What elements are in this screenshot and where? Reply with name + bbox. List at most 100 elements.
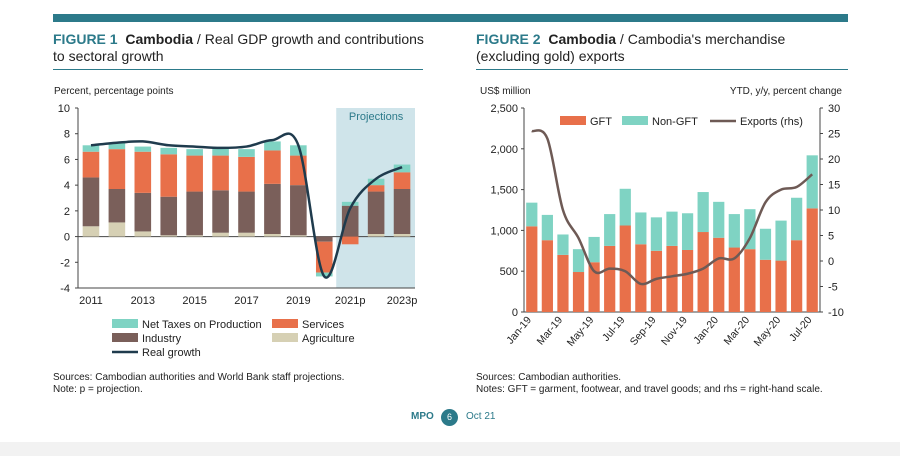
bar-industry-2014 bbox=[160, 196, 178, 236]
page-footer: MPO 6 Oct 21 bbox=[0, 409, 900, 426]
y-tick-label: 6 bbox=[64, 154, 70, 166]
y-tick-label: 2,000 bbox=[490, 144, 518, 156]
bar-net-taxes-on-production-2021p bbox=[341, 201, 359, 206]
bar-agriculture-2013 bbox=[134, 231, 152, 237]
figure-1-rule bbox=[53, 69, 423, 70]
y-tick-right-label: 15 bbox=[828, 180, 840, 192]
bar-non-gft-Apr-19 bbox=[572, 249, 585, 273]
bar-gft-May-20 bbox=[775, 260, 787, 312]
x-tick-label: 2017 bbox=[234, 295, 258, 307]
bar-industry-2021p bbox=[341, 205, 359, 237]
bar-services-2018 bbox=[264, 150, 281, 184]
x-tick-label: Mar-19 bbox=[535, 314, 566, 347]
x-tick-label: Jul-20 bbox=[787, 314, 815, 344]
bar-gft-Jun-20 bbox=[791, 240, 803, 312]
figure-1-chart: Projections Percent, percentage points -4 -… bbox=[54, 86, 417, 359]
bar-gft-Jun-19 bbox=[604, 245, 616, 312]
x-tick-label: Jul-19 bbox=[600, 314, 628, 344]
bar-net-taxes-on-production-2019 bbox=[290, 145, 307, 156]
bar-net-taxes-on-production-2015 bbox=[186, 149, 203, 156]
y-tick-right-label: -5 bbox=[828, 282, 838, 294]
bar-agriculture-2016 bbox=[212, 232, 229, 237]
figure-1-source: Sources: Cambodian authorities and World… bbox=[53, 372, 345, 383]
y-tick-label: 2 bbox=[64, 206, 70, 218]
bar-non-gft-Feb-20 bbox=[728, 214, 740, 248]
top-accent-bar-right bbox=[423, 14, 848, 22]
figure-2-source: Sources: Cambodian authorities. bbox=[476, 372, 622, 383]
legend-label-non-gft: Non-GFT bbox=[652, 116, 698, 128]
bar-gft-Jan-19 bbox=[526, 226, 538, 312]
figure-2-title: FIGURE 2 Cambodia / Cambodia's merchandi… bbox=[476, 31, 848, 65]
x-tick-label: Sep-19 bbox=[628, 314, 659, 348]
x-tick-label: Mar-20 bbox=[722, 314, 753, 347]
x-tick-label: Jan-19 bbox=[504, 314, 534, 346]
page-number-badge: 6 bbox=[441, 409, 458, 426]
legend-label-real-growth: Real growth bbox=[142, 347, 201, 359]
bar-gft-May-19 bbox=[588, 262, 600, 312]
bar-non-gft-Apr-20 bbox=[759, 228, 772, 260]
y-axis-right-label: YTD, y/y, percent change bbox=[730, 86, 843, 97]
x-tick-label: 2015 bbox=[182, 295, 206, 307]
y-axis-label: US$ million bbox=[480, 86, 531, 97]
bar-net-taxes-on-production-2011 bbox=[82, 145, 100, 152]
figure-1-country: Cambodia bbox=[125, 31, 194, 47]
figure-2-number: FIGURE 2 bbox=[476, 31, 541, 47]
projection-label: Projections bbox=[349, 111, 404, 123]
x-tick-label: Jan-20 bbox=[691, 314, 721, 346]
bar-non-gft-Dec-19 bbox=[697, 192, 709, 233]
bar-net-taxes-on-production-2016 bbox=[212, 147, 229, 156]
legend-label-services: Services bbox=[302, 319, 345, 331]
bar-industry-2013 bbox=[134, 192, 152, 232]
x-tick-label: May-19 bbox=[565, 314, 597, 349]
legend-swatch-services bbox=[272, 319, 298, 328]
y-tick-label: -4 bbox=[60, 283, 70, 295]
figure-2-country: Cambodia bbox=[548, 31, 617, 47]
bar-gft-Nov-19 bbox=[681, 249, 694, 312]
x-tick-label: 2019 bbox=[286, 295, 310, 307]
bar-net-taxes-on-production-2013 bbox=[134, 146, 152, 152]
bar-industry-2016 bbox=[212, 190, 229, 233]
bar-gft-Jul-20 bbox=[806, 208, 818, 312]
bar-industry-2017 bbox=[238, 191, 255, 233]
figure-2-note: Notes: GFT = garment, footwear, and trav… bbox=[476, 384, 823, 395]
y-tick-label: 4 bbox=[64, 180, 70, 192]
exports-line bbox=[531, 129, 814, 286]
bar-gft-Dec-19 bbox=[697, 232, 709, 312]
bar-gft-Aug-19 bbox=[635, 244, 647, 312]
x-tick-label: 2011 bbox=[79, 295, 103, 307]
bar-non-gft-Jun-19 bbox=[604, 214, 616, 246]
bar-non-gft-Oct-19 bbox=[666, 211, 678, 246]
bar-industry-2019 bbox=[290, 185, 307, 236]
bar-net-taxes-on-production-2014 bbox=[160, 147, 178, 155]
bar-agriculture-2012 bbox=[108, 222, 126, 237]
bar-services-2021p bbox=[341, 236, 359, 245]
bar-services-2017 bbox=[238, 156, 255, 192]
y-tick-label: 1,500 bbox=[490, 185, 518, 197]
bar-non-gft-May-20 bbox=[775, 220, 787, 261]
x-tick-label: 2013 bbox=[131, 295, 155, 307]
bar-agriculture-2017 bbox=[238, 232, 255, 237]
bar-gft-Feb-19 bbox=[541, 240, 553, 312]
bar-services-2022p bbox=[367, 185, 385, 192]
bar-agriculture-2011 bbox=[82, 226, 100, 237]
bar-industry-2022p bbox=[367, 191, 385, 234]
bar-gft-Apr-19 bbox=[572, 272, 585, 312]
bar-agriculture-2015 bbox=[186, 235, 203, 237]
bar-gft-Jan-20 bbox=[713, 237, 725, 312]
bar-services-2016 bbox=[212, 155, 229, 191]
y-tick-right-label: 5 bbox=[828, 231, 834, 243]
bar-services-2012 bbox=[108, 149, 126, 189]
bar-gft-Oct-19 bbox=[666, 245, 678, 312]
y-tick-label: 8 bbox=[64, 129, 70, 141]
bar-non-gft-Jul-20 bbox=[806, 155, 818, 209]
bar-agriculture-2023p bbox=[393, 234, 411, 237]
figure-2-title-text: / Cambodia's merchandise (excluding gold… bbox=[476, 31, 786, 64]
bar-agriculture-2018 bbox=[264, 234, 281, 237]
bar-non-gft-Nov-19 bbox=[681, 213, 694, 250]
y-tick-right-label: 10 bbox=[828, 205, 840, 217]
legend-label-industry: Industry bbox=[142, 333, 182, 345]
figure-2-rule bbox=[476, 69, 848, 70]
legend-swatch-non-gft bbox=[622, 116, 648, 125]
bar-industry-2011 bbox=[82, 177, 100, 227]
y-tick-right-label: 25 bbox=[828, 129, 840, 141]
